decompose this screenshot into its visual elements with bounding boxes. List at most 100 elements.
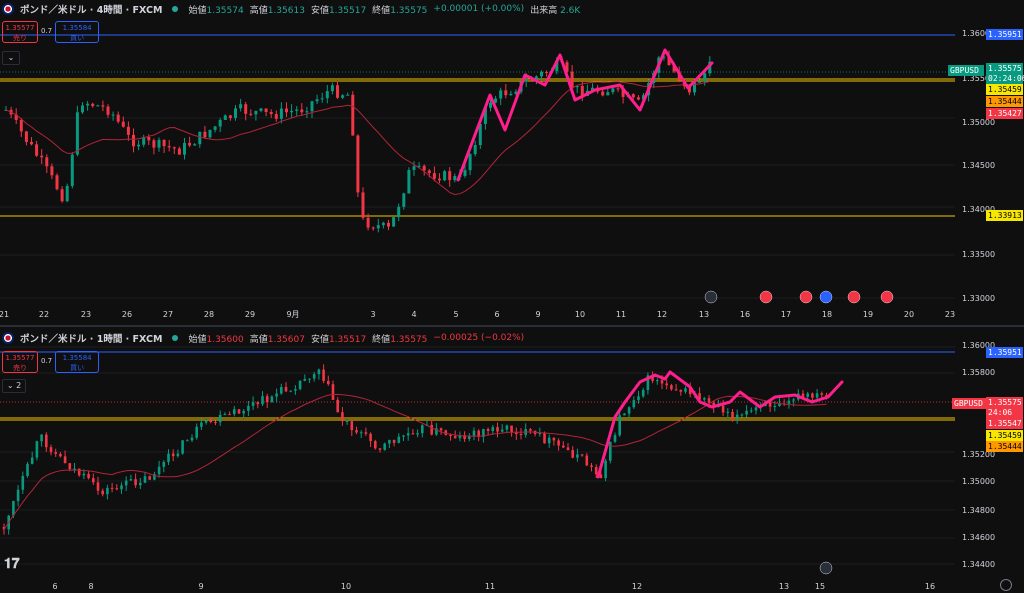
candle [96,105,100,107]
time-axis-label: 3 [370,310,375,319]
price-axis-label: 1.35500 [962,74,995,83]
candle [674,389,678,391]
time-axis-label: 23 [945,310,955,319]
candle [576,454,579,458]
price-axis-label: 1.35200 [962,450,995,459]
candle [162,139,166,147]
bottom-buy-button[interactable]: 1.35584 買い [55,351,100,373]
candle [228,414,231,416]
top-spread: 0.7 [41,27,53,35]
candle [486,428,490,431]
candle [92,478,95,483]
candle [387,222,390,227]
candle [75,112,79,155]
candle [417,165,421,167]
candle [200,422,203,427]
candle [667,56,671,66]
candle [438,178,441,181]
candle [12,501,15,516]
candle [214,422,217,424]
candle [336,399,339,413]
bottom-chart-canvas[interactable]: 1.36000 1.35800 1.35200 1.35000 1.34800 1.346… [0,327,1024,593]
time-axis-label: 11 [616,310,626,319]
price-tag: 1.35547 [986,418,1023,429]
top-symbol-title[interactable]: ポンド／米ドル · 4時間 · FXCM [20,5,163,16]
candle [646,375,650,390]
candle [778,403,781,406]
candle [792,399,795,401]
bottom-spread: 0.7 [41,357,53,365]
candle [529,80,533,82]
candle [529,429,532,431]
candle [768,401,772,407]
price-axis-label: 1.36000 [962,29,995,38]
candle [787,400,791,404]
candle [570,71,574,88]
candle [121,121,125,127]
candle [811,393,814,398]
candle [259,108,263,111]
candle [193,144,197,146]
settings-icon[interactable] [1000,579,1012,591]
economic-event-flag-icon [847,290,861,304]
candle [198,131,202,145]
candle [82,473,86,476]
candle [132,134,135,147]
tradingview-logo-icon[interactable]: 𝟏𝟕 [4,556,20,572]
time-axis-label: 9 [198,582,203,591]
candle [366,217,370,228]
candle [124,480,128,486]
time-axis-label: 9 [535,310,540,319]
candle [234,108,237,118]
bottom-symbol-title[interactable]: ポンド／米ドル · 1時間 · FXCM [20,334,163,345]
candle [359,432,363,434]
candle [320,98,324,100]
bottom-chart-pane[interactable]: 1.36000 1.35800 1.35200 1.35000 1.34800 1.346… [0,327,1024,593]
candle [494,98,498,103]
economic-event-flag-icon [880,290,894,304]
candle [611,88,615,93]
time-axis-label: 26 [122,310,132,319]
top-trade-buttons: 1.35577 売り 0.7 1.35584 買い [2,21,100,43]
top-chart-pane[interactable]: 1.36000 1.35500 1.35000 1.34500 1.34000 1.335… [0,0,1024,327]
candle [77,468,81,476]
candle [101,105,105,107]
candle [392,439,396,443]
candle [422,165,426,171]
candle [49,447,53,453]
time-axis-label: 12 [632,582,642,591]
candle [55,175,59,190]
candle [208,129,212,138]
price-tag: 1.33913 [986,210,1023,221]
candle [631,94,635,98]
candle [336,85,339,98]
candle [261,396,264,405]
bottom-sell-button[interactable]: 1.35577 売り [2,351,38,373]
candle [496,427,499,432]
top-sell-button[interactable]: 1.35577 売り [2,21,38,43]
candle [432,173,436,179]
candle [30,457,34,464]
top-buy-button[interactable]: 1.35584 買い [55,21,100,43]
time-axis-label: 17 [781,310,791,319]
candle [364,432,368,434]
candle [35,144,39,156]
price-tag: 1.35575 [986,397,1023,408]
candle [346,94,350,96]
candle [322,369,325,381]
candle [195,426,198,438]
price-axis-label: 1.34800 [962,506,995,515]
candle [670,385,673,390]
candle [473,145,477,155]
pane-divider[interactable] [0,325,1024,327]
candle [305,111,309,113]
top-collapse-indicators-button[interactable]: ⌄ [2,51,20,65]
candle [371,227,375,229]
candle [491,427,495,431]
bottom-collapse-indicators-button[interactable]: ⌄ 2 [2,379,26,393]
top-chart-canvas[interactable]: 1.36000 1.35500 1.35000 1.34500 1.34000 1.335… [0,0,1024,327]
price-axis-label: 1.33500 [962,250,995,259]
candle [26,463,29,477]
candle [228,115,232,118]
candle [341,412,344,422]
